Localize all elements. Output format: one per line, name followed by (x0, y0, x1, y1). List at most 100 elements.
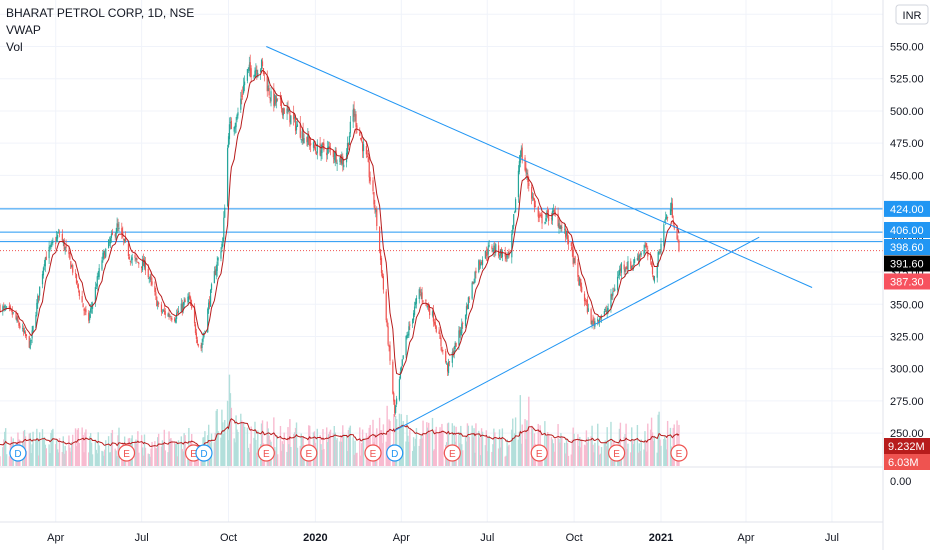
volume-bar (138, 452, 140, 466)
candle-body (72, 264, 74, 273)
candle-body (520, 149, 522, 156)
volume-bar (85, 429, 87, 466)
earnings-marker[interactable]: E (530, 444, 548, 462)
volume-bar (353, 454, 355, 466)
candle-body (376, 208, 378, 227)
candle-body (413, 313, 415, 321)
candle-body (57, 234, 59, 239)
volume-bar (182, 451, 184, 466)
trendlines[interactable] (266, 46, 813, 432)
volume-bar (236, 429, 238, 466)
earnings-marker[interactable]: E (443, 444, 461, 462)
volume-bar (408, 441, 410, 466)
volume-bar (55, 444, 57, 466)
candle-body (52, 242, 54, 243)
candle-body (50, 243, 52, 248)
volume-bar (564, 453, 567, 466)
dividend-marker[interactable]: D (195, 444, 213, 462)
volume-bar (499, 447, 502, 466)
time-axis[interactable]: Apr Jul Oct 2020 Apr Jul Oct 2021 Apr Jul (47, 532, 839, 544)
candle-body (475, 270, 477, 274)
candle-body (71, 265, 73, 267)
candle-body (162, 310, 164, 312)
trendline[interactable] (266, 46, 813, 288)
volume-bar (646, 451, 648, 466)
dividend-marker[interactable]: D (9, 444, 27, 462)
candle-body (565, 228, 567, 238)
candle-body (464, 314, 467, 326)
candle-body (587, 308, 589, 312)
volume-bar (466, 423, 469, 466)
candle-body (101, 260, 103, 270)
candle-body (372, 180, 374, 191)
volume-bar (25, 450, 28, 466)
volume-bar (554, 438, 556, 466)
price-tag-bg (884, 255, 930, 272)
volume-bar (420, 435, 422, 466)
candle-body (65, 244, 67, 248)
volume-bar (103, 455, 105, 466)
candle-body (421, 292, 423, 300)
symbol-title[interactable]: BHARAT PETROL CORP, 1D, NSE (6, 6, 195, 20)
volume-bar (167, 452, 169, 466)
volume-bar (605, 446, 607, 466)
volume-bar (319, 435, 321, 466)
volume-bar (512, 437, 515, 466)
currency-label: INR (903, 10, 922, 22)
candle-body (267, 85, 269, 91)
volume-bar (70, 451, 72, 466)
event-circle (386, 444, 404, 462)
candle-body (55, 242, 57, 244)
volume-bar (71, 442, 73, 466)
volume-bar (137, 431, 139, 466)
candle-body (565, 230, 568, 236)
candle-body (573, 258, 575, 263)
price-tag-text: 387.30 (890, 277, 924, 289)
candle-body (544, 222, 546, 224)
earnings-marker[interactable]: E (364, 444, 382, 462)
volume-bar (518, 431, 521, 466)
volume-bar (163, 429, 166, 466)
volume-bar (91, 454, 94, 466)
candle-body (660, 243, 662, 253)
horizontal-levels[interactable] (0, 208, 883, 252)
candle-body (208, 302, 210, 310)
earnings-marker[interactable]: E (300, 444, 318, 462)
candle-body (223, 217, 225, 239)
candle-body (577, 262, 579, 277)
candle-body (171, 318, 173, 320)
currency-button[interactable]: INR (895, 4, 929, 25)
volume-bar (96, 453, 98, 466)
volume-bar (388, 419, 390, 466)
volume-bar (673, 424, 675, 466)
earnings-marker[interactable]: E (670, 444, 688, 462)
volume-tag-volma: 6.03M (884, 454, 930, 470)
earnings-marker[interactable]: E (608, 444, 626, 462)
volume-bar (578, 445, 580, 466)
candle-body (471, 282, 473, 299)
dividend-marker[interactable]: D (386, 444, 404, 462)
trendline[interactable] (394, 236, 760, 432)
candle-body (294, 118, 297, 131)
indicator-volume[interactable]: Vol (6, 40, 23, 54)
indicator-vwap[interactable]: VWAP (6, 23, 41, 37)
candle-body (339, 157, 341, 162)
volume-bar (631, 427, 633, 466)
volume-bar (160, 446, 163, 466)
volume-bar (395, 419, 398, 466)
candle-body (521, 147, 523, 161)
candle-body (586, 299, 588, 313)
candle-body (143, 259, 146, 268)
candle-body (49, 246, 51, 248)
volume-bar (274, 447, 276, 466)
earnings-marker[interactable]: E (117, 444, 136, 462)
volume-bar (636, 424, 639, 466)
earnings-marker[interactable]: E (257, 444, 275, 462)
volume-bar (177, 440, 180, 466)
candle-body (44, 257, 46, 267)
candle-body (210, 284, 213, 291)
volume-bar (207, 424, 210, 466)
volume-bar (413, 446, 416, 466)
